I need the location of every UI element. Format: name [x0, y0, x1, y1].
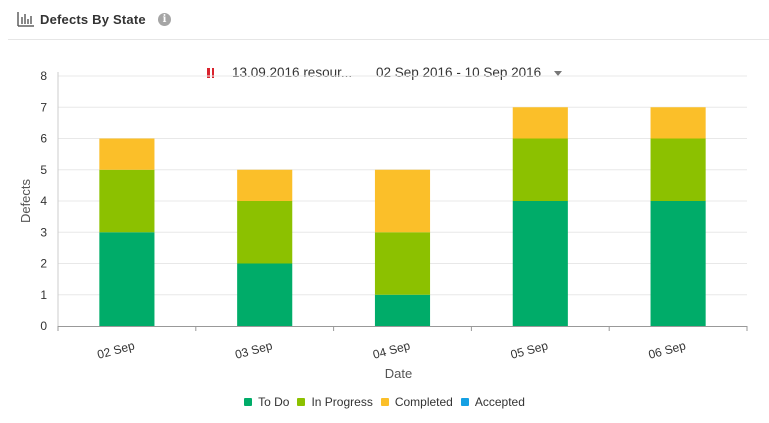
- pause-icon[interactable]: [207, 68, 214, 78]
- legend-swatch: [460, 398, 469, 406]
- legend-label: To Do: [258, 395, 290, 409]
- bar-segment: [650, 107, 706, 139]
- legend-swatch: [297, 398, 306, 406]
- x-tick-label: 06 Sep: [647, 338, 688, 361]
- caret-down-icon[interactable]: [554, 71, 562, 76]
- bar-segment: [99, 169, 155, 233]
- legend-label: In Progress: [311, 395, 373, 409]
- legend-item[interactable]: Completed: [380, 395, 453, 409]
- legend-item[interactable]: Accepted: [460, 395, 525, 409]
- y-axis-title: Defects: [18, 178, 33, 223]
- x-tick-label: 03 Sep: [233, 338, 274, 361]
- y-tick-label: 7: [40, 100, 47, 114]
- widget-title: Defects By State: [40, 12, 146, 27]
- bar-segment: [374, 169, 431, 233]
- bar-segment: [99, 232, 155, 326]
- y-tick-label: 1: [40, 288, 47, 302]
- widget-header: Defects By State i: [8, 0, 769, 40]
- bar-segment: [237, 201, 293, 264]
- y-tick-label: 5: [40, 163, 47, 177]
- bar-chart-icon: [17, 12, 34, 27]
- y-tick-label: 4: [40, 194, 47, 208]
- y-tick-label: 3: [40, 225, 47, 239]
- bar-segment: [374, 294, 431, 326]
- y-tick-label: 6: [40, 132, 47, 146]
- x-axis-title: Date: [385, 366, 412, 381]
- legend-item[interactable]: To Do: [244, 395, 289, 409]
- y-tick-label: 8: [40, 69, 47, 83]
- chart-legend: To Do In Progress Completed Accepted: [0, 395, 769, 409]
- bar-segment: [237, 263, 293, 326]
- legend-label: Completed: [394, 395, 453, 409]
- bar-segment: [237, 169, 293, 201]
- x-tick-label: 02 Sep: [96, 338, 137, 361]
- y-tick-label: 0: [40, 319, 47, 333]
- bar-segment: [99, 138, 155, 170]
- bar-segment: [512, 138, 568, 201]
- x-tick-label: 05 Sep: [509, 338, 550, 361]
- bar-segment: [512, 201, 568, 326]
- bar-segment: [650, 201, 706, 326]
- legend-item[interactable]: In Progress: [297, 395, 373, 409]
- bar-segment: [512, 107, 568, 139]
- legend-swatch: [244, 398, 253, 406]
- x-tick-label: 04 Sep: [371, 338, 412, 361]
- info-icon[interactable]: i: [158, 13, 171, 26]
- bar-segment: [650, 138, 706, 201]
- bar-segment: [374, 232, 431, 295]
- y-tick-label: 2: [40, 257, 47, 271]
- legend-label: Accepted: [474, 395, 525, 409]
- legend-swatch: [380, 398, 389, 406]
